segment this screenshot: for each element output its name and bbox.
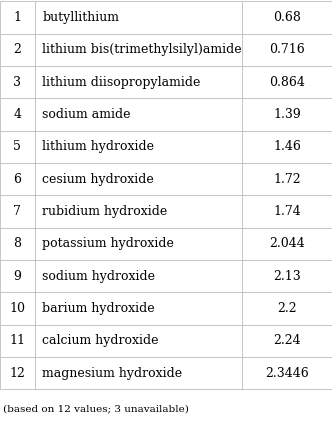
Text: sodium amide: sodium amide xyxy=(42,108,131,121)
Text: lithium diisopropylamide: lithium diisopropylamide xyxy=(42,76,201,89)
Text: 11: 11 xyxy=(9,334,26,347)
Text: 2.044: 2.044 xyxy=(269,237,305,250)
Text: 12: 12 xyxy=(10,367,25,380)
Text: 8: 8 xyxy=(13,237,22,250)
Text: 5: 5 xyxy=(14,140,21,153)
Text: 0.864: 0.864 xyxy=(269,76,305,89)
Text: potassium hydroxide: potassium hydroxide xyxy=(42,237,174,250)
Text: calcium hydroxide: calcium hydroxide xyxy=(42,334,159,347)
Text: lithium hydroxide: lithium hydroxide xyxy=(42,140,154,153)
Text: rubidium hydroxide: rubidium hydroxide xyxy=(42,205,167,218)
Text: 1: 1 xyxy=(13,11,22,24)
Text: 0.716: 0.716 xyxy=(269,43,305,56)
Text: 1.39: 1.39 xyxy=(273,108,301,121)
Text: 1.46: 1.46 xyxy=(273,140,301,153)
Text: sodium hydroxide: sodium hydroxide xyxy=(42,270,155,283)
Text: 2.3446: 2.3446 xyxy=(265,367,309,380)
Text: 1.72: 1.72 xyxy=(273,173,301,186)
Text: 2.24: 2.24 xyxy=(273,334,301,347)
Text: 9: 9 xyxy=(14,270,21,283)
Text: (based on 12 values; 3 unavailable): (based on 12 values; 3 unavailable) xyxy=(3,405,189,413)
Text: 2.13: 2.13 xyxy=(273,270,301,283)
Text: 7: 7 xyxy=(14,205,21,218)
Text: butyllithium: butyllithium xyxy=(42,11,119,24)
Text: 3: 3 xyxy=(13,76,22,89)
Text: magnesium hydroxide: magnesium hydroxide xyxy=(42,367,182,380)
Text: 10: 10 xyxy=(9,302,26,315)
Text: 2.2: 2.2 xyxy=(277,302,297,315)
Text: 6: 6 xyxy=(13,173,22,186)
Text: 2: 2 xyxy=(14,43,21,56)
Text: 0.68: 0.68 xyxy=(273,11,301,24)
Text: lithium bis(trimethylsilyl)amide: lithium bis(trimethylsilyl)amide xyxy=(42,43,242,56)
Text: cesium hydroxide: cesium hydroxide xyxy=(42,173,154,186)
Text: 1.74: 1.74 xyxy=(273,205,301,218)
Text: 4: 4 xyxy=(13,108,22,121)
Text: barium hydroxide: barium hydroxide xyxy=(42,302,155,315)
